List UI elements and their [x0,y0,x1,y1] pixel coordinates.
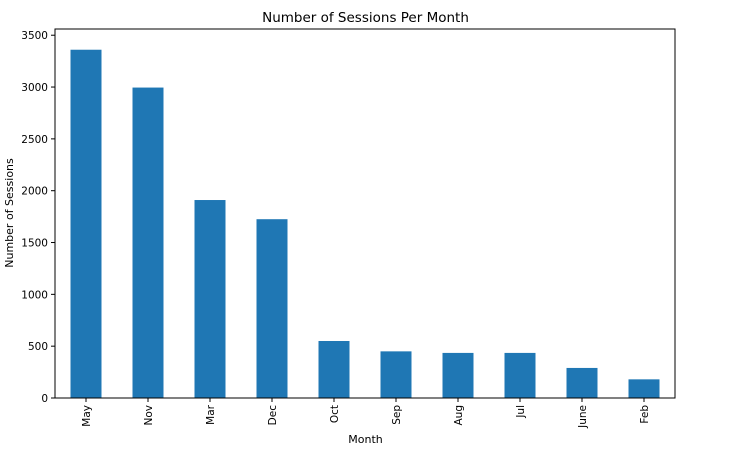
y-tick-label: 1500 [21,238,48,250]
bar-oct [318,340,350,398]
bar-sep [380,351,412,398]
x-tick-label: Sep [391,405,403,425]
x-tick-label: Mar [205,404,217,424]
x-tick-label: June [577,405,589,429]
x-tick-label: Feb [639,405,651,424]
bar-june [566,367,598,398]
x-tick-label: Oct [329,405,341,423]
bars-group [70,49,660,398]
bar-feb [628,379,660,398]
y-axis-label: Number of Sessions [3,158,16,268]
bar-mar [194,200,226,398]
bar-jul [504,352,536,398]
bar-nov [132,87,164,398]
y-tick-label: 2000 [21,186,48,198]
x-tick-label: Dec [267,405,279,426]
y-tick-label: 1000 [21,289,48,301]
y-tick-label: 2500 [21,134,48,146]
y-tick-label: 3500 [21,30,48,42]
y-tick-label: 0 [41,393,48,405]
y-tick-label: 500 [28,341,48,353]
y-tick-label: 3000 [21,82,48,94]
bar-dec [256,219,288,398]
bar-aug [442,352,474,398]
y-axis-ticks: 0 500 1000 1500 2000 2500 3000 3500 [21,30,55,405]
plot-frame [54,28,676,399]
x-tick-label: Jul [515,405,527,419]
x-tick-label: Aug [453,405,465,426]
x-tick-label: Nov [143,405,155,426]
x-axis-ticks: May Nov Mar Dec Oct Sep Aug Jul June Feb [81,398,651,429]
bar-may [70,49,102,398]
chart-title: Number of Sessions Per Month [262,10,469,26]
x-tick-label: May [81,405,93,427]
x-axis-label: Month [348,433,383,446]
